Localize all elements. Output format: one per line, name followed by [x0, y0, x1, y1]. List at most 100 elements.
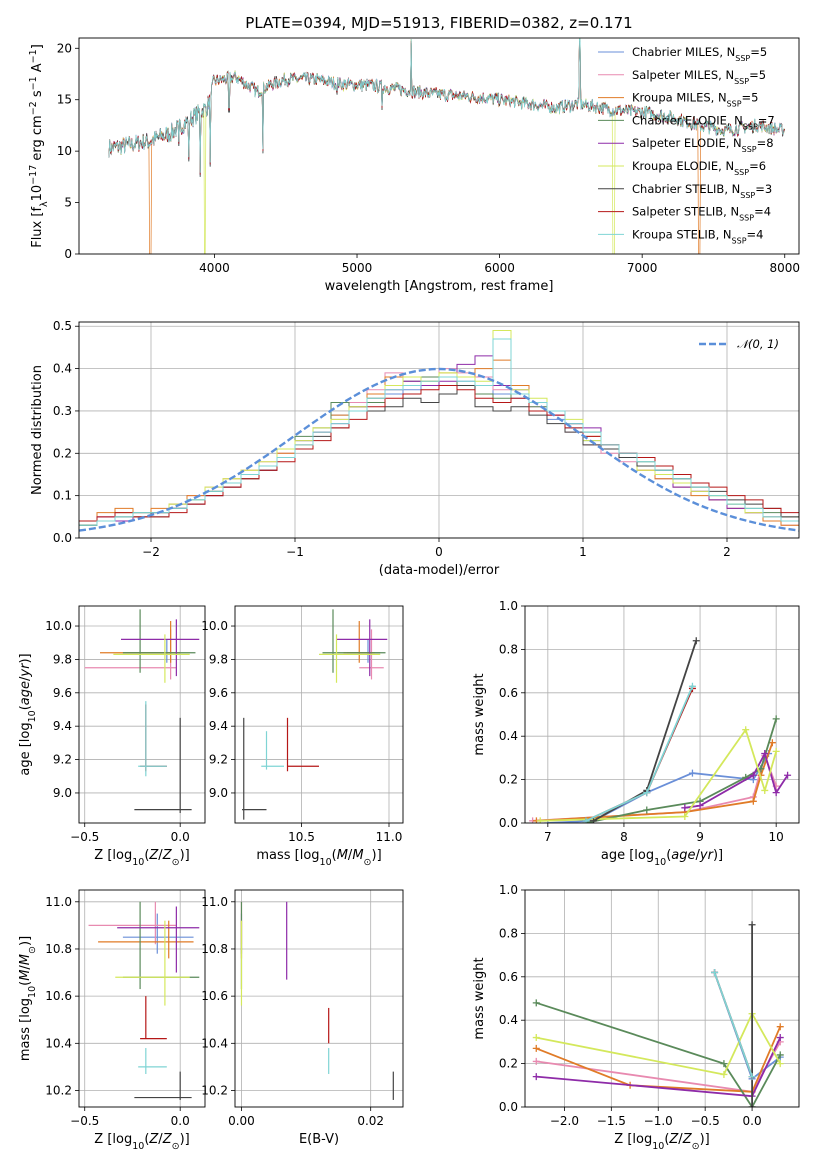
legend-label: Salpeter STELIB, NSSP=4: [632, 205, 771, 223]
y-tick-label: 11.0: [201, 895, 228, 909]
weight-marker: [590, 817, 597, 823]
x-tick-label: 6000: [484, 261, 515, 275]
y-tick-label: 9.4: [209, 719, 228, 733]
x-tick-label: −0.5: [70, 1114, 99, 1128]
panel-mass-vs-ebv: 0.00 0.02 10.2 10.4 10.6 10.8 11.0 E(B-V): [201, 889, 404, 1147]
x-tick-label: 8000: [769, 261, 800, 275]
panel-spectrum: 4000 5000 6000 7000 8000 0 5 10 15 20 wavelength […: [28, 37, 800, 294]
x-tick-label: 1: [579, 545, 587, 559]
y-tick-label: 0.4: [499, 729, 518, 743]
x-tick-label: 0.0: [171, 1114, 190, 1128]
weight-marker: [536, 817, 544, 823]
x-tick-label: 2: [723, 545, 731, 559]
plot-area-spectrum: [108, 38, 786, 254]
y-axis-label: mass weight: [472, 957, 487, 1039]
y-tick-label: 10.0: [201, 619, 228, 633]
y-tick-label: 5: [64, 196, 72, 210]
x-tick-label: −1: [286, 545, 304, 559]
weight-line: [536, 1001, 781, 1107]
legend-label: Chabrier STELIB, NSSP=3: [632, 182, 772, 200]
y-tick-label: 0.0: [53, 531, 72, 545]
histogram-step: [79, 338, 799, 526]
axes-frame: [78, 889, 206, 1108]
y-tick-label: 9.2: [53, 753, 72, 767]
weight-marker: [749, 771, 757, 779]
y-axis-label: age [log10(age/yr)]: [18, 653, 38, 775]
y-tick-label: 0.3: [53, 404, 72, 418]
weight-marker: [532, 1034, 540, 1042]
y-tick-label: 0.8: [499, 926, 518, 940]
weight-marker: [696, 802, 704, 810]
spectrum-line: [108, 38, 785, 173]
weight-marker: [748, 1103, 756, 1107]
weight-line: [585, 688, 694, 822]
plot-area-age-vs-z: [79, 606, 205, 823]
weight-marker: [688, 682, 696, 690]
plot-area-age-vs-mass: [235, 606, 403, 823]
y-tick-label: 0.6: [499, 686, 518, 700]
y-tick-label: 9.8: [209, 652, 228, 666]
y-tick-label: 10.2: [45, 1083, 72, 1097]
plot-area-mass-vs-z: [79, 890, 205, 1107]
legend: 𝒩(0, 1): [699, 337, 779, 351]
y-tick-label: 9.2: [209, 753, 228, 767]
weight-line: [585, 685, 694, 822]
y-tick-label: 0.0: [499, 1100, 518, 1114]
figure-title: PLATE=0394, MJD=51913, FIBERID=0382, z=0…: [245, 14, 632, 32]
y-tick-label: 10.8: [201, 942, 228, 956]
weight-marker: [643, 806, 651, 814]
legend-label: Chabrier MILES, NSSP=5: [632, 45, 767, 63]
y-tick-label: 10.4: [45, 1036, 72, 1050]
weight-line: [535, 1026, 782, 1093]
x-tick-label: −2: [142, 545, 160, 559]
x-axis-label: age [log10(age/yr)]: [601, 848, 723, 868]
y-tick-label: 9.6: [53, 686, 72, 700]
weight-marker: [692, 637, 700, 645]
y-tick-label: 10.8: [45, 942, 72, 956]
x-tick-label: −1.0: [644, 1114, 673, 1128]
x-tick-label: 10: [769, 830, 784, 844]
panel-residuals: −2 −1 0 1 2 0.0 0.1 0.2 0.3 0.4 0.5 (data-model)/er…: [30, 319, 800, 578]
plot-area-weight-vs-z: [525, 890, 799, 1107]
weight-line: [540, 727, 778, 822]
x-axis-label: Z [log10(Z/Z⊙)]: [614, 1132, 709, 1152]
legend-label: Salpeter ELODIE, NSSP=8: [632, 136, 774, 154]
legend-label: Kroupa MILES, NSSP=5: [632, 91, 758, 109]
weight-marker: [582, 817, 590, 823]
plot-area-residuals: [79, 322, 799, 538]
y-tick-label: 9.8: [53, 652, 72, 666]
weight-line: [585, 718, 778, 823]
x-tick-label: 0: [435, 545, 443, 559]
x-axis-label: wavelength [Angstrom, rest frame]: [325, 279, 554, 294]
weight-marker: [532, 1073, 540, 1081]
panel-age-vs-mass: 10.5 11.0 9.0 9.2 9.4 9.6 9.8 10.0 mass [log10(M…: [201, 605, 404, 868]
x-tick-label: −0.5: [70, 830, 99, 844]
x-tick-label: 11.0: [376, 830, 403, 844]
legend: Chabrier MILES, NSSP=5 Salpeter MILES, NS…: [598, 45, 775, 245]
weight-line: [713, 972, 753, 1077]
legend-label: Chabrier ELODIE, NSSP=7: [632, 113, 775, 130]
axes-frame: [524, 889, 800, 1108]
x-tick-label: 0.0: [171, 830, 190, 844]
weight-marker: [776, 1023, 784, 1031]
weight-marker: [776, 1060, 784, 1068]
gaussian-curve: [79, 367, 799, 532]
x-tick-label: 7000: [627, 261, 658, 275]
y-axis-label: Normed distribution: [30, 365, 45, 495]
axes-frame: [234, 605, 404, 824]
weight-marker: [772, 789, 780, 797]
x-axis-label: Z [log10(Z/Z⊙)]: [94, 848, 189, 868]
y-tick-label: 0.6: [499, 970, 518, 984]
plot-area-mass-vs-ebv: [235, 890, 403, 1107]
weight-marker: [749, 797, 757, 805]
y-tick-label: 0.5: [53, 319, 72, 333]
x-tick-label: 5000: [342, 261, 373, 275]
y-tick-label: 0.4: [53, 362, 72, 376]
axes-frame: [234, 889, 404, 1108]
y-tick-label: 10.4: [201, 1036, 228, 1050]
y-tick-label: 9.6: [209, 686, 228, 700]
axes-frame: [524, 605, 800, 824]
x-tick-label: 4000: [199, 261, 230, 275]
spectrum-line: [108, 40, 786, 175]
